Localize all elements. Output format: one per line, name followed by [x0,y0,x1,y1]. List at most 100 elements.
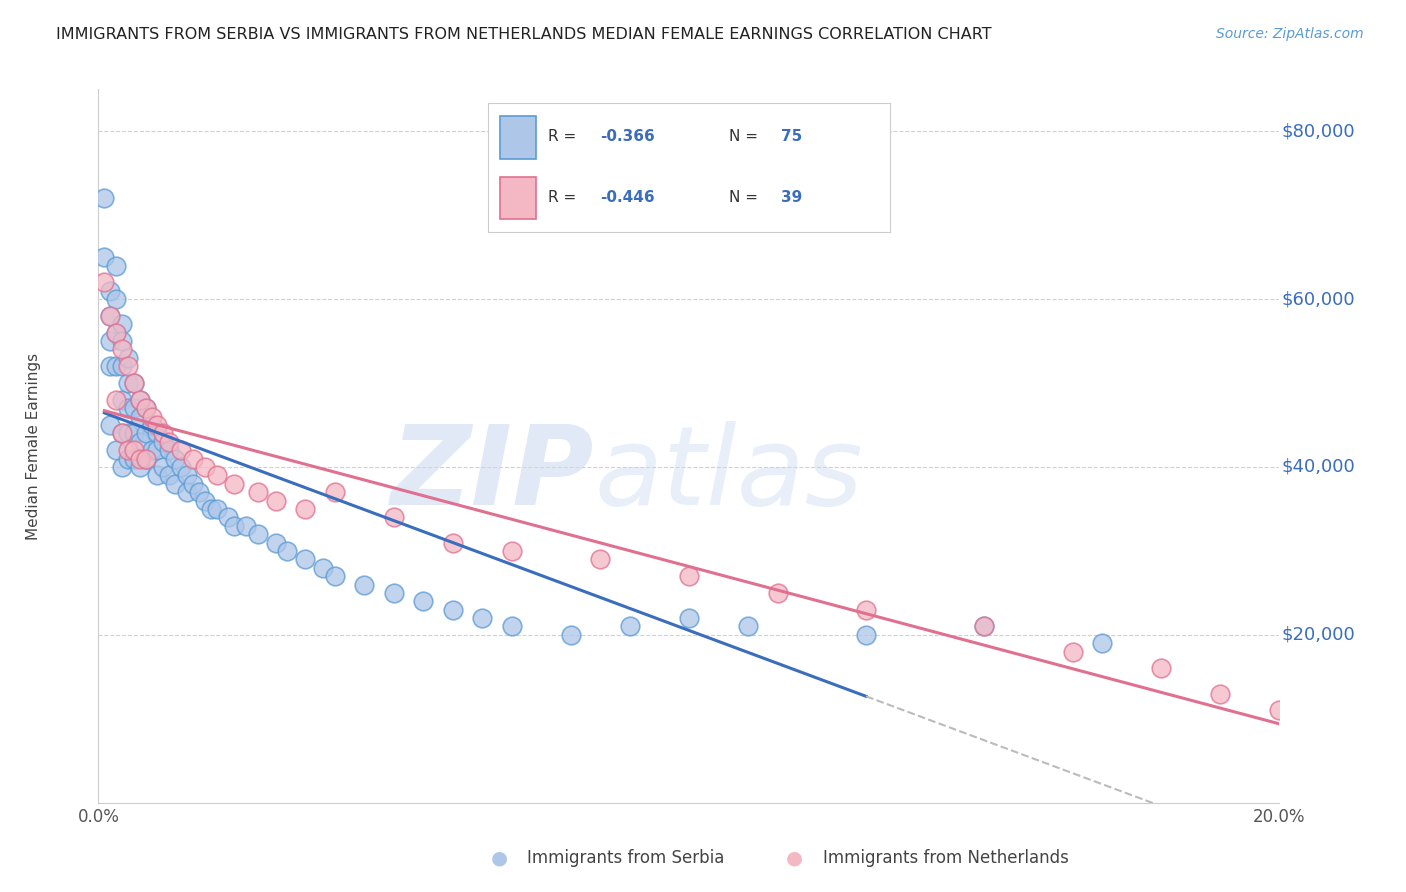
Point [146,468,169,483]
Point [128,460,150,475]
Point [135,401,157,416]
Point [105,292,128,306]
Point [105,392,128,407]
Point [276,544,298,558]
Point [152,460,174,475]
Point [117,451,139,466]
Point [224,476,246,491]
Point [246,527,269,541]
Point [264,535,287,549]
Point [135,426,157,441]
Point [98,309,121,323]
Point [187,485,209,500]
Text: $60,000: $60,000 [1282,290,1355,308]
Point [382,510,405,524]
Text: Median Female Earnings: Median Female Earnings [25,352,41,540]
Point [200,502,222,516]
Point [111,392,134,407]
Point [294,552,316,566]
Point [105,359,128,374]
Point [105,326,128,340]
Point [353,577,375,591]
Point [678,611,700,625]
Point [678,569,700,583]
Point [98,334,121,348]
Point [1209,687,1232,701]
Point [165,451,187,466]
Point [1091,636,1114,650]
Point [122,376,145,390]
Point [122,443,145,458]
Text: atlas: atlas [595,421,863,528]
Point [98,359,121,374]
Point [157,434,180,449]
Point [135,451,157,466]
Point [165,476,187,491]
Point [146,443,169,458]
Point [412,594,434,608]
Point [471,611,494,625]
Point [93,250,115,264]
Point [135,451,157,466]
Point [105,259,128,273]
Point [1150,661,1173,675]
Point [111,318,134,332]
Point [122,401,145,416]
Point [176,485,198,500]
Point [93,275,115,289]
Point [128,409,150,424]
Point [157,468,180,483]
Point [560,628,582,642]
Point [323,569,346,583]
Point [382,586,405,600]
Point [98,284,121,298]
Point [194,460,217,475]
Point [111,426,134,441]
Point [117,426,139,441]
Point [766,586,789,600]
Point [619,619,641,633]
Point [441,603,464,617]
Point [176,468,198,483]
Point [146,417,169,432]
Text: $80,000: $80,000 [1282,122,1355,140]
Text: Source: ZipAtlas.com: Source: ZipAtlas.com [1216,27,1364,41]
Point [111,343,134,357]
Text: $40,000: $40,000 [1282,458,1355,476]
Point [105,443,128,458]
Point [117,443,139,458]
Point [135,401,157,416]
Point [205,502,228,516]
Point [224,518,246,533]
Point [117,401,139,416]
Point [105,326,128,340]
Point [122,426,145,441]
Point [117,351,139,365]
Point [170,460,193,475]
Point [181,476,204,491]
Point [501,619,523,633]
Point [157,443,180,458]
Point [312,560,335,574]
Point [128,451,150,466]
Point [217,510,239,524]
Point [98,417,121,432]
Point [152,434,174,449]
Point [117,376,139,390]
Point [128,392,150,407]
Point [589,552,612,566]
Point [117,359,139,374]
Point [855,603,877,617]
Point [98,309,121,323]
Point [973,619,995,633]
Point [141,443,163,458]
Point [441,535,464,549]
Point [93,191,115,205]
Text: ZIP: ZIP [391,421,595,528]
Text: $20,000: $20,000 [1282,626,1355,644]
Text: Immigrants from Serbia: Immigrants from Serbia [527,849,724,867]
Point [111,426,134,441]
Point [128,392,150,407]
Point [1062,645,1084,659]
Point [973,619,995,633]
